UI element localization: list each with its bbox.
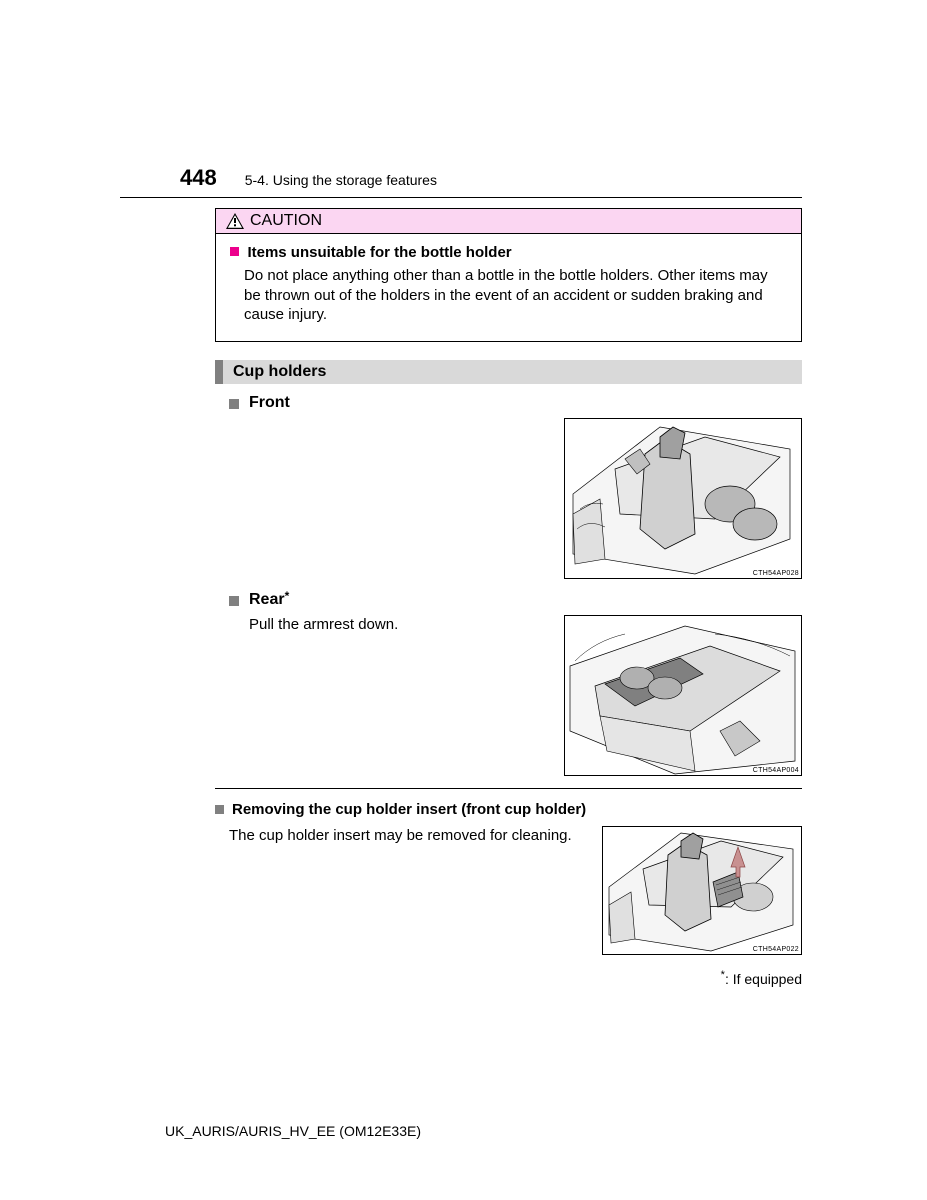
insert-image: CTH54AP022 xyxy=(602,826,802,955)
image-code: CTH54AP004 xyxy=(753,767,799,774)
rear-asterisk: * xyxy=(285,589,290,603)
insert-text: The cup holder insert may be removed for… xyxy=(229,826,602,955)
footnote-text: : If equipped xyxy=(725,971,802,987)
caution-subtitle: Items unsuitable for the bottle holder xyxy=(247,244,511,261)
section-bar-cupholders: Cup holders xyxy=(215,360,802,384)
insert-title: Removing the cup holder insert (front cu… xyxy=(232,801,586,818)
footnote-asterisk: * xyxy=(721,969,725,981)
front-image: CTH54AP028 xyxy=(564,418,802,579)
bullet-gray-icon xyxy=(229,399,239,409)
rear-image: CTH54AP004 xyxy=(564,615,802,776)
rear-heading: Rear* xyxy=(229,591,802,609)
caution-body: Items unsuitable for the bottle holder D… xyxy=(216,234,801,341)
bullet-gray-icon xyxy=(215,805,224,814)
front-heading: Front xyxy=(229,394,802,412)
caution-box: CAUTION Items unsuitable for the bottle … xyxy=(215,208,802,342)
bullet-gray-icon xyxy=(229,596,239,606)
caution-label: CAUTION xyxy=(250,212,322,230)
page-header: 448 5-4. Using the storage features xyxy=(120,165,802,198)
warning-icon xyxy=(226,213,244,229)
page-number: 448 xyxy=(180,165,217,191)
caution-text: Do not place anything other than a bottl… xyxy=(244,266,787,325)
section-path: 5-4. Using the storage features xyxy=(245,172,437,188)
page-footer: UK_AURIS/AURIS_HV_EE (OM12E33E) xyxy=(165,1123,421,1139)
bullet-pink-icon xyxy=(230,247,239,256)
caution-header: CAUTION xyxy=(216,209,801,234)
rear-text: Pull the armrest down. xyxy=(249,615,564,776)
rear-label: Rear* xyxy=(249,591,289,609)
image-code: CTH54AP022 xyxy=(753,946,799,953)
divider xyxy=(215,788,802,789)
footnote: *: If equipped xyxy=(215,971,802,987)
front-text xyxy=(249,418,564,579)
front-label: Front xyxy=(249,394,290,412)
image-code: CTH54AP028 xyxy=(753,570,799,577)
rear-label-text: Rear xyxy=(249,591,285,608)
insert-heading: Removing the cup holder insert (front cu… xyxy=(215,801,802,818)
